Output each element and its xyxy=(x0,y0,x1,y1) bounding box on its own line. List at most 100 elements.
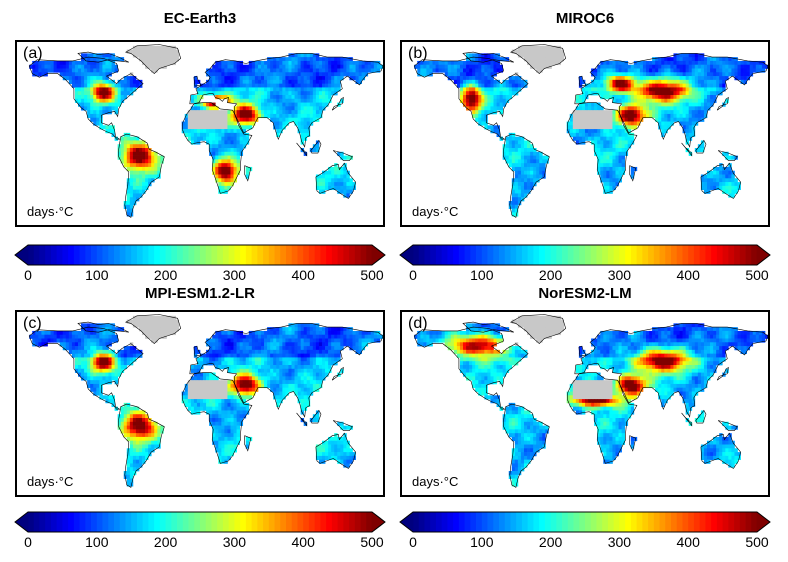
heatmap-cell xyxy=(306,342,311,347)
heatmap-cell xyxy=(615,140,619,145)
heatmap-cell xyxy=(212,346,216,351)
heatmap-cell xyxy=(325,60,329,66)
heatmap-cell xyxy=(658,121,662,126)
heatmap-cell xyxy=(151,166,155,172)
heatmap-cell xyxy=(242,349,247,354)
heatmap-cell xyxy=(221,361,225,366)
heatmap-cell xyxy=(248,361,253,366)
heatmap-cell xyxy=(93,334,97,339)
heatmap-cell xyxy=(306,327,311,332)
heatmap-cell xyxy=(700,106,705,111)
heatmap-cell xyxy=(609,125,613,130)
heatmap-cell xyxy=(132,357,137,362)
heatmap-cell xyxy=(282,383,286,389)
colorbar-tick-label: 400 xyxy=(291,267,315,283)
heatmap-cell xyxy=(376,64,381,69)
panel-title: MPI-ESM1.2-LR xyxy=(144,285,255,302)
heatmap-cell xyxy=(306,391,311,396)
heatmap-cell xyxy=(203,353,207,358)
heatmap-cell xyxy=(469,91,473,96)
heatmap-cell xyxy=(487,60,491,66)
heatmap-cell xyxy=(303,57,308,62)
heatmap-cell xyxy=(212,79,216,84)
colorbar-extend-max xyxy=(371,245,385,265)
heatmap-cell xyxy=(728,185,732,191)
heatmap-cell xyxy=(300,361,305,366)
heatmap-cell xyxy=(728,193,732,198)
heatmap-cell xyxy=(597,136,601,141)
heatmap-cell xyxy=(132,174,137,179)
heatmap-cell xyxy=(90,83,94,88)
heatmap-cell xyxy=(221,95,225,100)
colorbar-segment xyxy=(142,245,149,265)
heatmap-cell xyxy=(224,361,228,366)
heatmap-cell xyxy=(707,57,711,62)
heatmap-cell xyxy=(469,68,473,73)
heatmap-cell xyxy=(600,76,604,81)
heatmap-cell xyxy=(514,193,519,198)
heatmap-cell xyxy=(264,330,268,336)
heatmap-cell xyxy=(264,102,268,107)
heatmap-cell xyxy=(288,102,292,107)
heatmap-cell xyxy=(642,106,647,111)
heatmap-cell xyxy=(490,87,494,92)
heatmap-cell xyxy=(224,166,228,172)
heatmap-cell xyxy=(318,338,323,343)
heatmap-cell xyxy=(318,102,323,107)
heatmap-cell xyxy=(511,166,516,172)
heatmap-cell xyxy=(273,79,277,84)
heatmap-cell xyxy=(65,64,70,69)
heatmap-cell xyxy=(511,132,516,138)
heatmap-cell xyxy=(688,87,693,92)
heatmap-cell xyxy=(315,323,320,328)
heatmap-cell xyxy=(438,60,442,66)
colorbar-ticks: 0 100 200 300 400 500 xyxy=(14,267,386,285)
heatmap-cell xyxy=(224,406,228,411)
heatmap-cell xyxy=(236,79,240,84)
heatmap-cell xyxy=(196,380,201,385)
heatmap-cell xyxy=(713,166,717,172)
heatmap-cell xyxy=(682,125,686,130)
heatmap-cell xyxy=(206,391,210,396)
heatmap-cell xyxy=(297,349,301,354)
heatmap-cell xyxy=(117,57,122,62)
heatmap-cell xyxy=(469,53,473,58)
heatmap-cell xyxy=(200,402,204,408)
heatmap-cell xyxy=(251,330,256,336)
colorbar-segment xyxy=(550,245,557,265)
colorbar-segment xyxy=(62,245,69,265)
heatmap-cell xyxy=(196,361,201,366)
heatmap-cell xyxy=(652,102,656,107)
heatmap-cell xyxy=(551,53,555,58)
heatmap-cell xyxy=(184,117,189,122)
heatmap-cell xyxy=(139,174,143,179)
heatmap-cell xyxy=(87,383,91,389)
heatmap-cell xyxy=(630,121,635,126)
heatmap-cell xyxy=(212,151,216,156)
heatmap-cell xyxy=(166,330,170,336)
heatmap-cell xyxy=(496,57,500,62)
heatmap-cell xyxy=(478,53,482,58)
heatmap-cell xyxy=(322,342,326,347)
heatmap-cell xyxy=(239,117,244,122)
heatmap-cell xyxy=(300,57,305,62)
heatmap-cell xyxy=(297,98,301,103)
heatmap-cell xyxy=(93,365,97,370)
heatmap-cell xyxy=(227,113,231,119)
heatmap-cell xyxy=(349,330,353,336)
heatmap-cell xyxy=(325,349,329,354)
heatmap-cell xyxy=(184,402,189,408)
heatmap-cell xyxy=(227,380,231,385)
heatmap-cell xyxy=(187,402,192,408)
heatmap-cell xyxy=(542,57,546,62)
heatmap-cell xyxy=(572,132,577,138)
heatmap-cell xyxy=(187,136,192,141)
heatmap-cell xyxy=(673,87,677,92)
heatmap-cell xyxy=(239,98,244,103)
heatmap-cell xyxy=(139,163,143,168)
heatmap-cell xyxy=(621,166,625,172)
heatmap-cell xyxy=(108,338,112,343)
heatmap-cell xyxy=(35,338,39,343)
heatmap-cell xyxy=(447,72,452,77)
heatmap-cell xyxy=(111,361,115,366)
